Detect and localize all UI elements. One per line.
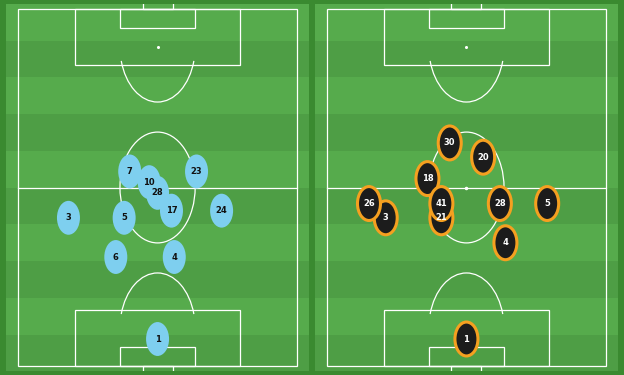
Ellipse shape (455, 322, 478, 356)
Ellipse shape (146, 176, 169, 210)
Ellipse shape (358, 187, 381, 220)
Text: 10: 10 (144, 178, 155, 187)
Bar (315, 261, 618, 298)
Ellipse shape (118, 154, 141, 188)
Text: 18: 18 (422, 174, 433, 183)
Bar (6, 114, 309, 151)
Ellipse shape (374, 201, 397, 235)
Bar (315, 77, 618, 114)
Bar (120, 347, 195, 366)
Text: 26: 26 (363, 199, 375, 208)
Text: 7: 7 (127, 167, 132, 176)
Bar (315, 334, 618, 371)
Bar (6, 298, 309, 334)
Text: 17: 17 (165, 206, 177, 215)
Ellipse shape (494, 226, 517, 260)
Text: 28: 28 (494, 199, 505, 208)
Ellipse shape (416, 162, 439, 195)
Text: 3: 3 (66, 213, 71, 222)
Ellipse shape (146, 322, 169, 356)
Ellipse shape (104, 240, 127, 274)
Ellipse shape (472, 140, 495, 174)
Text: 23: 23 (191, 167, 202, 176)
Text: 24: 24 (216, 206, 228, 215)
Bar (451, 2, 482, 9)
Bar (6, 4, 309, 40)
Text: 1: 1 (464, 334, 469, 344)
Bar (315, 298, 618, 334)
Ellipse shape (535, 187, 558, 220)
Bar (384, 9, 549, 65)
Ellipse shape (57, 201, 80, 235)
Bar (315, 151, 618, 188)
Bar (451, 366, 482, 374)
Text: 5: 5 (121, 213, 127, 222)
Text: 41: 41 (436, 199, 447, 208)
Text: 30: 30 (444, 138, 456, 147)
Bar (315, 40, 618, 77)
Ellipse shape (438, 126, 461, 160)
Ellipse shape (113, 201, 135, 235)
Bar (315, 188, 618, 224)
Text: 28: 28 (152, 188, 163, 197)
Bar (429, 9, 504, 28)
Text: 5: 5 (544, 199, 550, 208)
Bar (315, 4, 618, 40)
Bar (6, 224, 309, 261)
Text: 1: 1 (155, 334, 160, 344)
Ellipse shape (430, 201, 453, 235)
Bar (6, 40, 309, 77)
Bar (315, 114, 618, 151)
Bar (6, 261, 309, 298)
Text: 3: 3 (383, 213, 389, 222)
Ellipse shape (210, 194, 233, 228)
Bar (120, 9, 195, 28)
Bar (384, 310, 549, 366)
Bar (6, 188, 309, 224)
Bar (6, 334, 309, 371)
Text: 4: 4 (172, 252, 177, 261)
Bar (315, 224, 618, 261)
Ellipse shape (489, 187, 511, 220)
Bar (75, 9, 240, 65)
Ellipse shape (430, 187, 453, 220)
Bar (6, 151, 309, 188)
Bar (6, 77, 309, 114)
Bar (142, 366, 173, 374)
Ellipse shape (185, 154, 208, 188)
Ellipse shape (138, 165, 161, 199)
Bar (142, 2, 173, 9)
Text: 6: 6 (113, 252, 119, 261)
Text: 21: 21 (436, 213, 447, 222)
Ellipse shape (160, 194, 183, 228)
Text: 4: 4 (502, 238, 509, 247)
Bar (75, 310, 240, 366)
Ellipse shape (163, 240, 186, 274)
Bar (429, 347, 504, 366)
Text: 20: 20 (477, 153, 489, 162)
